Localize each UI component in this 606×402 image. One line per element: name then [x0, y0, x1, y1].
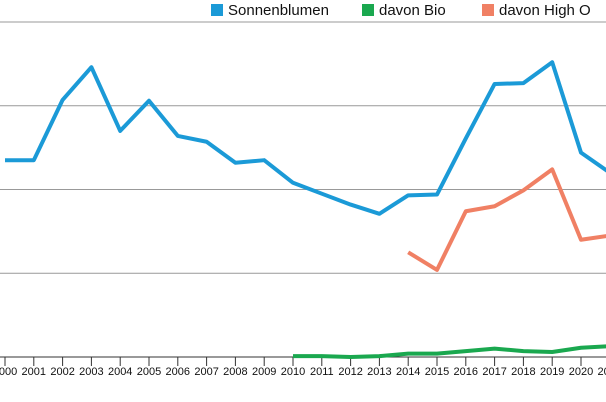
x-tick-label: 2010: [281, 366, 305, 378]
x-tick-label: 2004: [108, 366, 132, 378]
x-tick-label: 2012: [338, 366, 362, 378]
x-tick-label: 2009: [252, 366, 276, 378]
legend-label: Sonnenblumen: [228, 2, 329, 19]
x-tick-label: 2013: [367, 366, 391, 378]
x-tick-label: 2000: [0, 366, 17, 378]
x-tick-label: 2007: [194, 366, 218, 378]
legend-swatch: [211, 4, 223, 16]
series-line: [5, 60, 606, 216]
legend-label: davon High O: [499, 2, 591, 19]
x-tick-label: 2005: [137, 366, 161, 378]
x-tick-label: 2021: [598, 366, 606, 378]
x-tick-label: 2019: [540, 366, 564, 378]
x-tick-label: 2003: [79, 366, 103, 378]
x-tick-label: 2011: [310, 366, 334, 378]
x-tick-label: 2014: [396, 366, 420, 378]
x-tick-label: 2020: [569, 366, 593, 378]
series-line: [293, 344, 606, 359]
series-line: [407, 167, 606, 272]
legend-swatch: [482, 4, 494, 16]
x-tick-label: 2016: [454, 366, 478, 378]
legend-label: davon Bio: [379, 2, 446, 19]
x-tick-label: 2006: [166, 366, 190, 378]
x-tick-label: 2008: [223, 366, 247, 378]
x-tick-label: 2017: [482, 366, 506, 378]
x-tick-label: 2018: [511, 366, 535, 378]
x-tick-label: 2002: [50, 366, 74, 378]
x-tick-label: 2015: [425, 366, 449, 378]
x-tick-label: 2001: [22, 366, 46, 378]
legend-swatch: [362, 4, 374, 16]
